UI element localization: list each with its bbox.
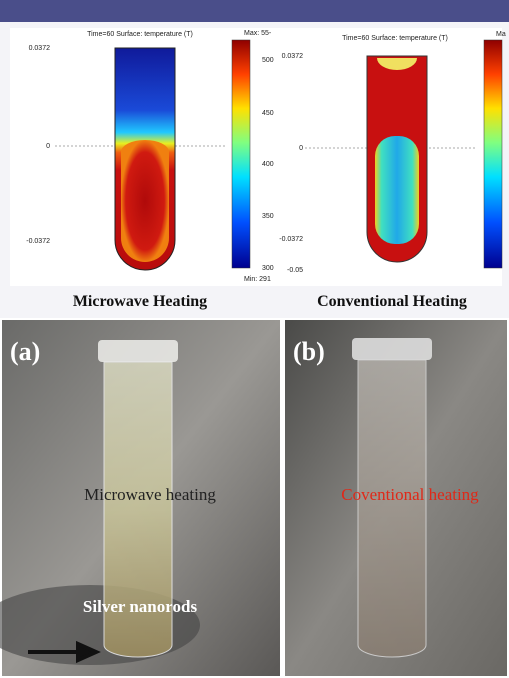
colorbar-tick: 500 bbox=[262, 57, 274, 64]
cap bbox=[98, 340, 178, 362]
y-tick-label: -0.0372 bbox=[279, 236, 303, 243]
cap bbox=[352, 338, 432, 360]
y-tick-label: 0.0372 bbox=[282, 53, 304, 60]
figure: Time=60 Surface: temperature (T) 0.0372 … bbox=[0, 0, 509, 678]
y-tick-label: -0.05 bbox=[287, 267, 303, 274]
cool-core bbox=[375, 136, 419, 244]
top-band bbox=[0, 0, 509, 22]
colorbar-min: Min: 291 bbox=[244, 276, 271, 283]
y-tick-label: 0 bbox=[299, 145, 303, 152]
y-tick-label: -0.0372 bbox=[26, 238, 50, 245]
panel-label: (b) bbox=[293, 337, 325, 366]
colorbar-tick: 350 bbox=[262, 213, 274, 220]
colorbar-tick: 400 bbox=[262, 161, 274, 168]
colorbar-max: Max: 55- bbox=[244, 30, 272, 37]
panel-label: (a) bbox=[10, 337, 40, 366]
hot-core bbox=[121, 140, 169, 262]
tube bbox=[358, 360, 426, 657]
colorbar-max: Ma bbox=[496, 31, 506, 38]
y-tick-label: 0.0372 bbox=[29, 45, 51, 52]
photo-label: Microwave heating bbox=[84, 485, 216, 504]
colorbar-tick: 450 bbox=[262, 110, 274, 117]
plot-title: Time=60 Surface: temperature (T) bbox=[87, 31, 193, 38]
caption: Microwave Heating bbox=[73, 293, 207, 310]
colorbar-tick: 300 bbox=[262, 265, 274, 272]
plot-area bbox=[10, 28, 502, 286]
colorbar bbox=[484, 40, 502, 268]
plot-title: Time=60 Surface: temperature (T) bbox=[342, 35, 448, 42]
y-tick-label: 0 bbox=[46, 143, 50, 150]
annotation: Silver nanorods bbox=[83, 597, 198, 616]
photo-label: Coventional heating bbox=[341, 485, 479, 504]
colorbar bbox=[232, 40, 250, 268]
caption: Conventional Heating bbox=[317, 293, 467, 310]
